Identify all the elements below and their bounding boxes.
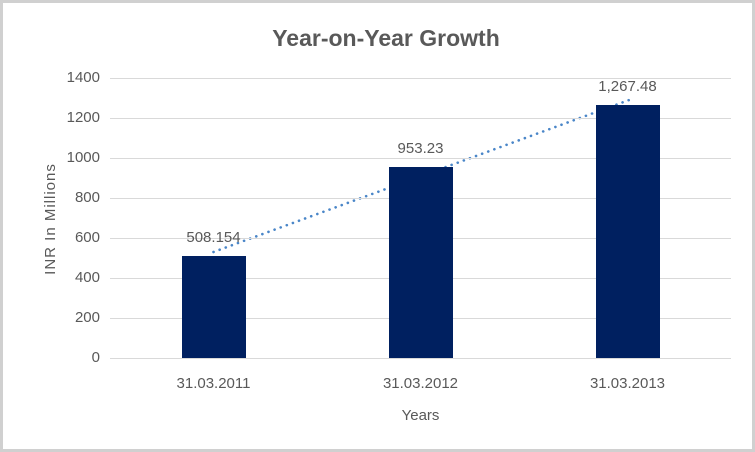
y-tick-label: 600 [74,229,100,246]
bar [181,256,246,358]
gridline [110,117,731,119]
y-tick-label: 1200 [66,109,100,126]
gridline [110,157,731,159]
y-axis-title: INR In Millions [42,163,59,275]
x-tick-label: 31.03.2013 [589,375,666,392]
gridline [110,357,731,359]
y-tick-label: 800 [74,189,100,206]
y-tick-label: 0 [91,349,100,366]
bar [595,104,660,358]
bar-value-label: 508.154 [186,229,241,247]
bar-value-label: 1,267.48 [598,77,657,95]
gridline [110,77,731,79]
y-tick-label: 1400 [66,69,100,86]
bar-value-label: 953.23 [397,140,444,158]
x-axis-title: Years [401,407,440,424]
chart-title: Year-on-Year Growth [272,25,500,51]
y-tick-label: 1000 [66,149,100,166]
x-tick-label: 31.03.2011 [176,375,251,392]
bar [388,167,453,358]
y-tick-label: 400 [74,269,100,286]
y-tick-label: 200 [74,309,100,326]
x-tick-label: 31.03.2012 [382,375,459,392]
